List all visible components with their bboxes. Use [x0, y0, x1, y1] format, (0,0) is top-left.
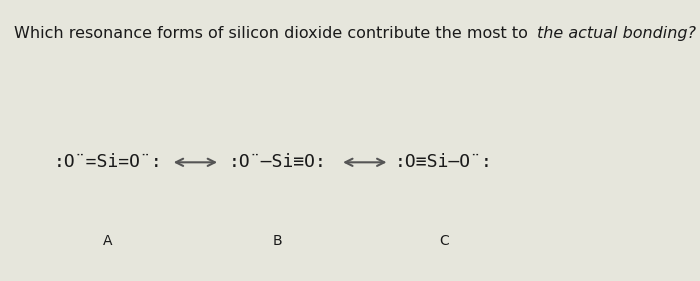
Text: B: B	[272, 234, 282, 248]
Text: C: C	[439, 234, 449, 248]
Text: :Ö=Si=Ö:: :Ö=Si=Ö:	[54, 153, 162, 171]
Text: Which resonance forms of silicon dioxide contribute the most to: Which resonance forms of silicon dioxide…	[14, 26, 533, 41]
Text: the actual bonding?: the actual bonding?	[537, 26, 696, 41]
Text: :O≡Si–Ö:: :O≡Si–Ö:	[395, 153, 493, 171]
Text: A: A	[103, 234, 113, 248]
Text: :Ö–Si≡O:: :Ö–Si≡O:	[228, 153, 326, 171]
